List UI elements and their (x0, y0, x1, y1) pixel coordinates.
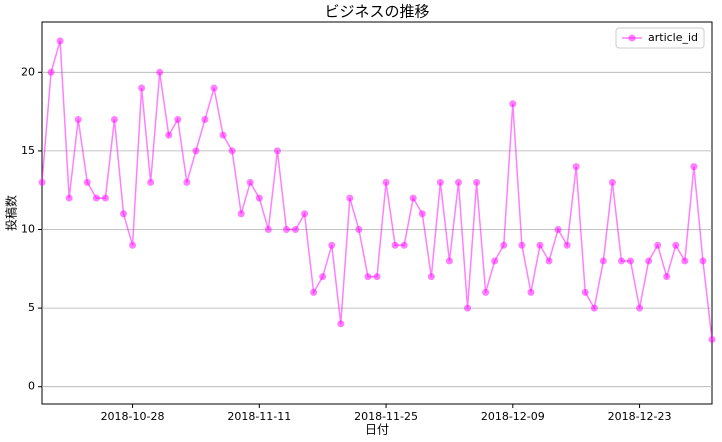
point (47, 68, 55, 76)
y-tick-label: 0 (28, 380, 35, 393)
point (355, 226, 363, 234)
point (174, 115, 182, 123)
point (563, 241, 571, 249)
point (454, 178, 462, 186)
point (282, 226, 290, 234)
point (663, 273, 671, 281)
point (147, 178, 155, 186)
point (92, 194, 100, 202)
legend-marker (628, 34, 636, 42)
point (83, 178, 91, 186)
point (554, 226, 562, 234)
x-tick-label: 2018-11-11 (227, 410, 291, 423)
point (219, 131, 227, 139)
point (645, 257, 653, 265)
legend-box (615, 27, 705, 49)
point (292, 226, 300, 234)
point (156, 68, 164, 76)
point (536, 241, 544, 249)
point (690, 163, 698, 171)
point (237, 210, 245, 218)
point (491, 257, 499, 265)
point (599, 257, 607, 265)
legend-label: article_id (648, 31, 698, 44)
point (192, 147, 200, 155)
point (273, 147, 281, 155)
point (201, 115, 209, 123)
x-tick-label: 2018-10-28 (101, 410, 165, 423)
point (527, 288, 535, 296)
point (346, 194, 354, 202)
point (310, 288, 318, 296)
point (337, 320, 345, 328)
point (129, 241, 137, 249)
point (56, 37, 64, 45)
point (545, 257, 553, 265)
plot-area (41, 21, 713, 405)
point (328, 241, 336, 249)
point (464, 304, 472, 312)
chart-title: ビジネスの推移 (324, 3, 429, 21)
x-axis-label: 日付 (365, 423, 389, 437)
point (183, 178, 191, 186)
x-tick-label: 2018-12-23 (608, 410, 672, 423)
point (255, 194, 263, 202)
point (590, 304, 598, 312)
point (119, 210, 127, 218)
point (228, 147, 236, 155)
y-axis-label: 投稿数 (4, 195, 19, 231)
point (608, 178, 616, 186)
point (708, 336, 716, 344)
point (319, 273, 327, 281)
point (445, 257, 453, 265)
point (264, 226, 272, 234)
point (165, 131, 173, 139)
point (627, 257, 635, 265)
point (373, 273, 381, 281)
point (246, 178, 254, 186)
x-tick-label: 2018-12-09 (481, 410, 545, 423)
point (699, 257, 707, 265)
point (436, 178, 444, 186)
y-tick-label: 5 (28, 301, 35, 314)
point (482, 288, 490, 296)
point (500, 241, 508, 249)
point (400, 241, 408, 249)
point (210, 84, 218, 92)
point (672, 241, 680, 249)
point (301, 210, 309, 218)
x-tick-label: 2018-11-25 (354, 410, 418, 423)
point (581, 288, 589, 296)
point (110, 115, 118, 123)
point (572, 163, 580, 171)
point (518, 241, 526, 249)
point (382, 178, 390, 186)
point (364, 273, 372, 281)
point (636, 304, 644, 312)
point (427, 273, 435, 281)
y-tick-label: 20 (21, 65, 35, 78)
point (681, 257, 689, 265)
y-tick-label: 10 (21, 223, 35, 236)
point (509, 100, 517, 108)
point (409, 194, 417, 202)
point (101, 194, 109, 202)
point (654, 241, 662, 249)
point (65, 194, 73, 202)
point (391, 241, 399, 249)
point (418, 210, 426, 218)
y-tick-label: 15 (21, 144, 35, 157)
point (74, 115, 82, 123)
point (38, 178, 46, 186)
point (617, 257, 625, 265)
point (473, 178, 481, 186)
point (138, 84, 146, 92)
